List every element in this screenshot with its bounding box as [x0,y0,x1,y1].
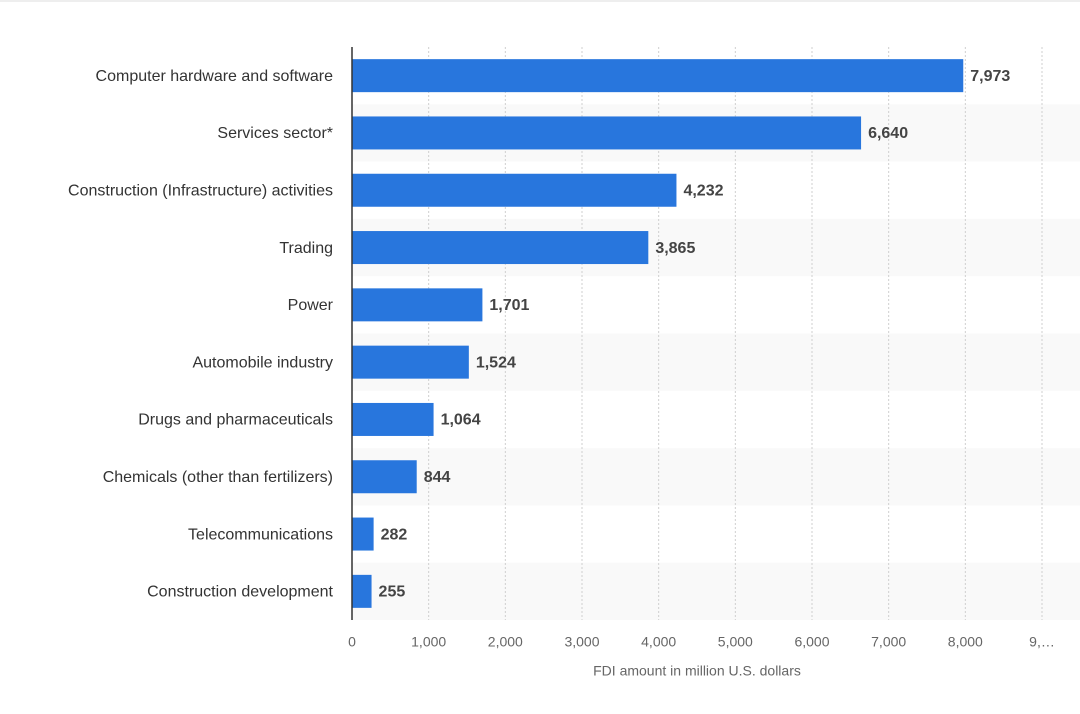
value-label: 1,524 [476,354,516,371]
x-tick-label: 0 [348,634,356,650]
bar [352,116,862,150]
value-label: 1,064 [441,412,481,429]
top-border [0,0,1080,2]
x-axis-label: FDI amount in million U.S. dollars [593,663,801,679]
y-tick-label: Drugs and pharmaceuticals [138,412,333,429]
x-tick-label: 8,000 [948,634,983,650]
bar [352,288,483,322]
value-label: 255 [379,584,406,601]
y-tick-label: Chemicals (other than fertilizers) [103,469,333,486]
y-tick-label: Computer hardware and software [96,68,334,85]
value-label: 7,973 [970,68,1010,85]
y-tick-label: Trading [279,240,333,257]
bar [352,345,469,379]
bar [352,59,964,93]
x-tick-label: 3,000 [564,634,599,650]
y-tick-label: Construction (Infrastructure) activities [68,182,333,199]
y-tick-label: Automobile industry [192,354,333,371]
value-label: 844 [424,469,451,486]
x-tick-label: 5,000 [718,634,753,650]
bar [352,173,677,207]
bar [352,231,649,265]
value-label: 6,640 [868,125,908,142]
bar [352,517,374,551]
value-label: 282 [381,526,408,543]
y-tick-label: Construction development [147,584,333,601]
row-background [352,448,1080,506]
row-backgrounds [352,104,1080,620]
y-tick-label: Services sector* [217,125,333,142]
value-label: 1,701 [489,297,529,314]
x-tick-label: 9,… [1029,634,1055,650]
grid [428,47,1043,620]
value-label: 3,865 [655,240,695,257]
value-label: 4,232 [683,182,723,199]
bar [352,402,434,436]
y-tick-label: Power [288,297,334,314]
x-tick-label: 1,000 [411,634,446,650]
x-tick-label: 2,000 [488,634,523,650]
row-background [352,562,1080,620]
x-tick-label: 4,000 [641,634,676,650]
bar [352,460,417,494]
x-tick-label: 6,000 [794,634,829,650]
bar [352,574,372,608]
y-tick-label: Telecommunications [188,526,333,543]
row-background [352,333,1080,391]
x-tick-label: 7,000 [871,634,906,650]
